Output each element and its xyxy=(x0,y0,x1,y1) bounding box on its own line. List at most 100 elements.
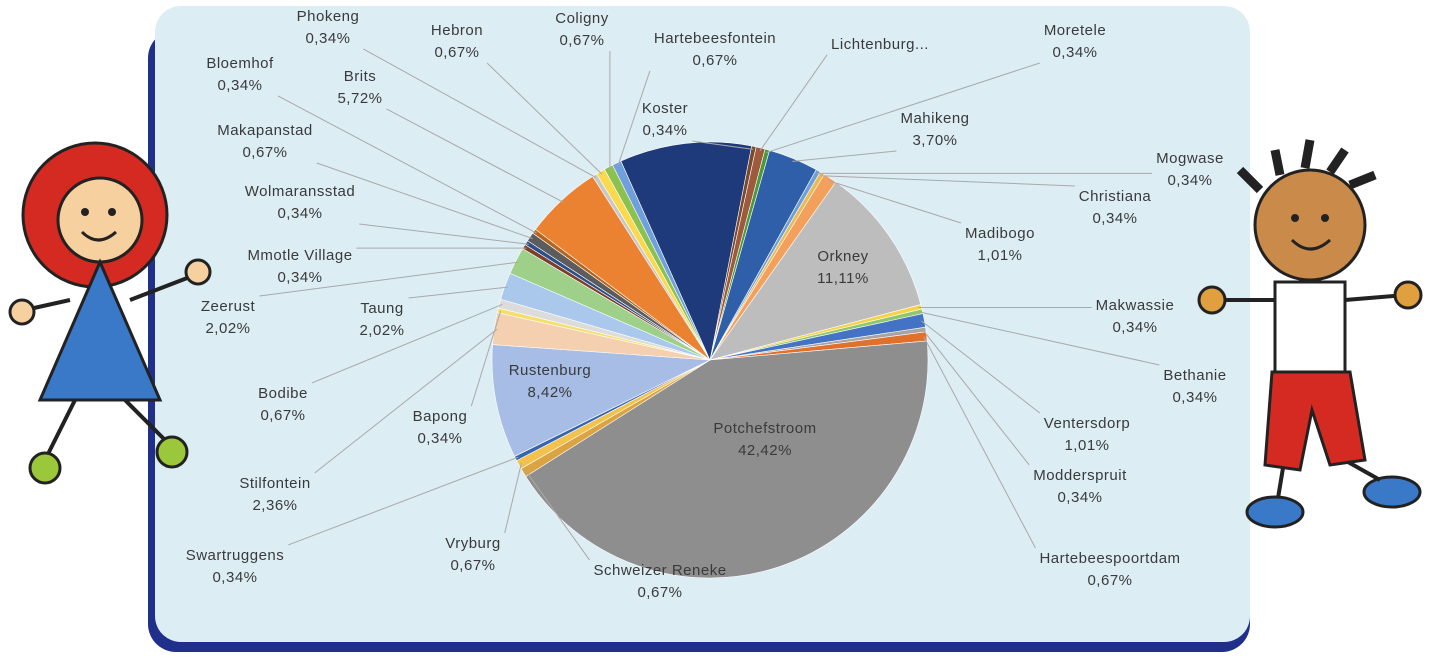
slice-label: Mogwase 0,34% xyxy=(1156,150,1223,189)
leader-line xyxy=(759,54,828,152)
category-label: Potchefstroom xyxy=(713,420,816,437)
leader-line xyxy=(617,70,651,166)
leader-line xyxy=(386,108,564,203)
leader-line xyxy=(277,95,537,234)
value-label: 0,34% xyxy=(277,205,322,222)
slice-label: Hartebeespoortdam 0,67% xyxy=(1039,550,1180,589)
slice-label: Makapanstad 0,67% xyxy=(217,122,313,161)
value-label: 0,34% xyxy=(217,77,262,94)
pie xyxy=(491,141,929,579)
category-label: Makwassie xyxy=(1096,297,1175,314)
value-label: 5,72% xyxy=(337,90,382,107)
category-label: Makapanstad xyxy=(217,122,313,139)
value-label: 0,67% xyxy=(260,407,305,424)
leader-line xyxy=(359,223,529,245)
category-label: Lichtenburg... xyxy=(831,36,929,53)
value-label: 2,36% xyxy=(252,497,297,514)
slice-label: Rustenburg 8,42% xyxy=(509,362,592,401)
leader-line xyxy=(311,303,503,384)
category-label: Bapong xyxy=(413,408,468,425)
slice-label: Bloemhof 0,34% xyxy=(206,55,274,94)
slice-label: Hartebeesfontein 0,67% xyxy=(654,30,776,69)
value-label: 0,67% xyxy=(450,557,495,574)
value-label: 3,70% xyxy=(912,132,957,149)
value-label: 0,67% xyxy=(637,584,682,601)
category-label: Moretele xyxy=(1044,22,1106,39)
slice-label: Hebron 0,67% xyxy=(431,22,483,61)
slice-label: Brits 5,72% xyxy=(337,68,382,107)
value-label: 1,01% xyxy=(977,247,1022,264)
slice xyxy=(491,344,712,457)
slice-label: Taung 2,02% xyxy=(359,300,404,339)
category-label: Wolmaransstad xyxy=(245,183,355,200)
leader-line xyxy=(766,62,1040,154)
value-label: 1,01% xyxy=(1064,437,1109,454)
slice-label: Swartruggens 0,34% xyxy=(186,547,285,586)
value-label: 2,02% xyxy=(359,322,404,339)
value-label: 42,42% xyxy=(738,442,792,459)
slice-label: Ventersdorp 1,01% xyxy=(1044,415,1130,454)
value-label: 0,34% xyxy=(642,122,687,139)
slice-label: Madibogo 1,01% xyxy=(965,225,1035,264)
category-label: Coligny xyxy=(555,10,609,27)
leader-line xyxy=(820,175,1075,187)
category-label: Swartruggens xyxy=(186,547,285,564)
leader-line xyxy=(525,470,590,561)
category-label: Rustenburg xyxy=(509,362,592,379)
category-label: Mmotle Village xyxy=(247,247,352,264)
category-label: Mahikeng xyxy=(900,110,969,127)
category-label: Christiana xyxy=(1079,188,1152,205)
value-label: 0,34% xyxy=(1167,172,1212,189)
category-label: Koster xyxy=(642,100,688,117)
slice-label: Zeerust 2,02% xyxy=(201,298,255,337)
value-label: 0,34% xyxy=(277,269,322,286)
leader-line xyxy=(408,286,508,299)
slice-label: Coligny 0,67% xyxy=(555,10,609,49)
slice-label: Mmotle Village 0,34% xyxy=(247,247,352,286)
category-label: Stilfontein xyxy=(239,475,310,492)
category-label: Bloemhof xyxy=(206,55,274,72)
category-label: Ventersdorp xyxy=(1044,415,1130,432)
value-label: 0,34% xyxy=(1052,44,1097,61)
category-label: Vryburg xyxy=(445,535,500,552)
category-label: Madibogo xyxy=(965,225,1035,242)
slice-label: Schweizer Reneke 0,67% xyxy=(593,562,726,601)
slice-label: Christiana 0,34% xyxy=(1079,188,1152,227)
leader-lines xyxy=(259,48,1160,561)
slice-label: Bodibe 0,67% xyxy=(258,385,308,424)
slice-label: Wolmaransstad 0,34% xyxy=(245,183,355,222)
slice-label: Bethanie 0,34% xyxy=(1163,367,1226,406)
leader-line xyxy=(363,48,597,179)
category-label: Bodibe xyxy=(258,385,308,402)
slice xyxy=(525,340,929,579)
value-label: 2,02% xyxy=(205,320,250,337)
category-label: Orkney xyxy=(817,248,868,265)
leader-line xyxy=(288,456,519,546)
leader-line xyxy=(470,310,502,407)
slice-label: Vryburg 0,67% xyxy=(445,535,500,574)
category-label: Hartebeesfontein xyxy=(654,30,776,47)
leader-line xyxy=(792,150,897,162)
category-label: Brits xyxy=(344,68,377,85)
category-label: Hartebeespoortdam xyxy=(1039,550,1180,567)
leader-line xyxy=(922,329,1030,466)
slice xyxy=(709,181,922,361)
category-label: Modderspruit xyxy=(1033,467,1127,484)
slice-label: Orkney 11,11% xyxy=(817,248,868,287)
value-label: 0,34% xyxy=(1112,319,1157,336)
boy-figure xyxy=(1197,139,1423,529)
slice xyxy=(620,141,752,361)
category-label: Hebron xyxy=(431,22,483,39)
value-label: 0,34% xyxy=(1172,389,1217,406)
value-label: 0,67% xyxy=(1087,572,1132,589)
slice-label: Phokeng 0,34% xyxy=(297,8,359,47)
value-label: 0,34% xyxy=(1092,210,1137,227)
category-label: Taung xyxy=(360,300,403,317)
category-label: Schweizer Reneke xyxy=(593,562,726,579)
slice-label: Moretele 0,34% xyxy=(1044,22,1106,61)
slice-label: Makwassie 0,34% xyxy=(1096,297,1175,336)
slice-label: Stilfontein 2,36% xyxy=(239,475,310,514)
leader-line xyxy=(921,320,1041,414)
leader-line xyxy=(259,261,519,297)
